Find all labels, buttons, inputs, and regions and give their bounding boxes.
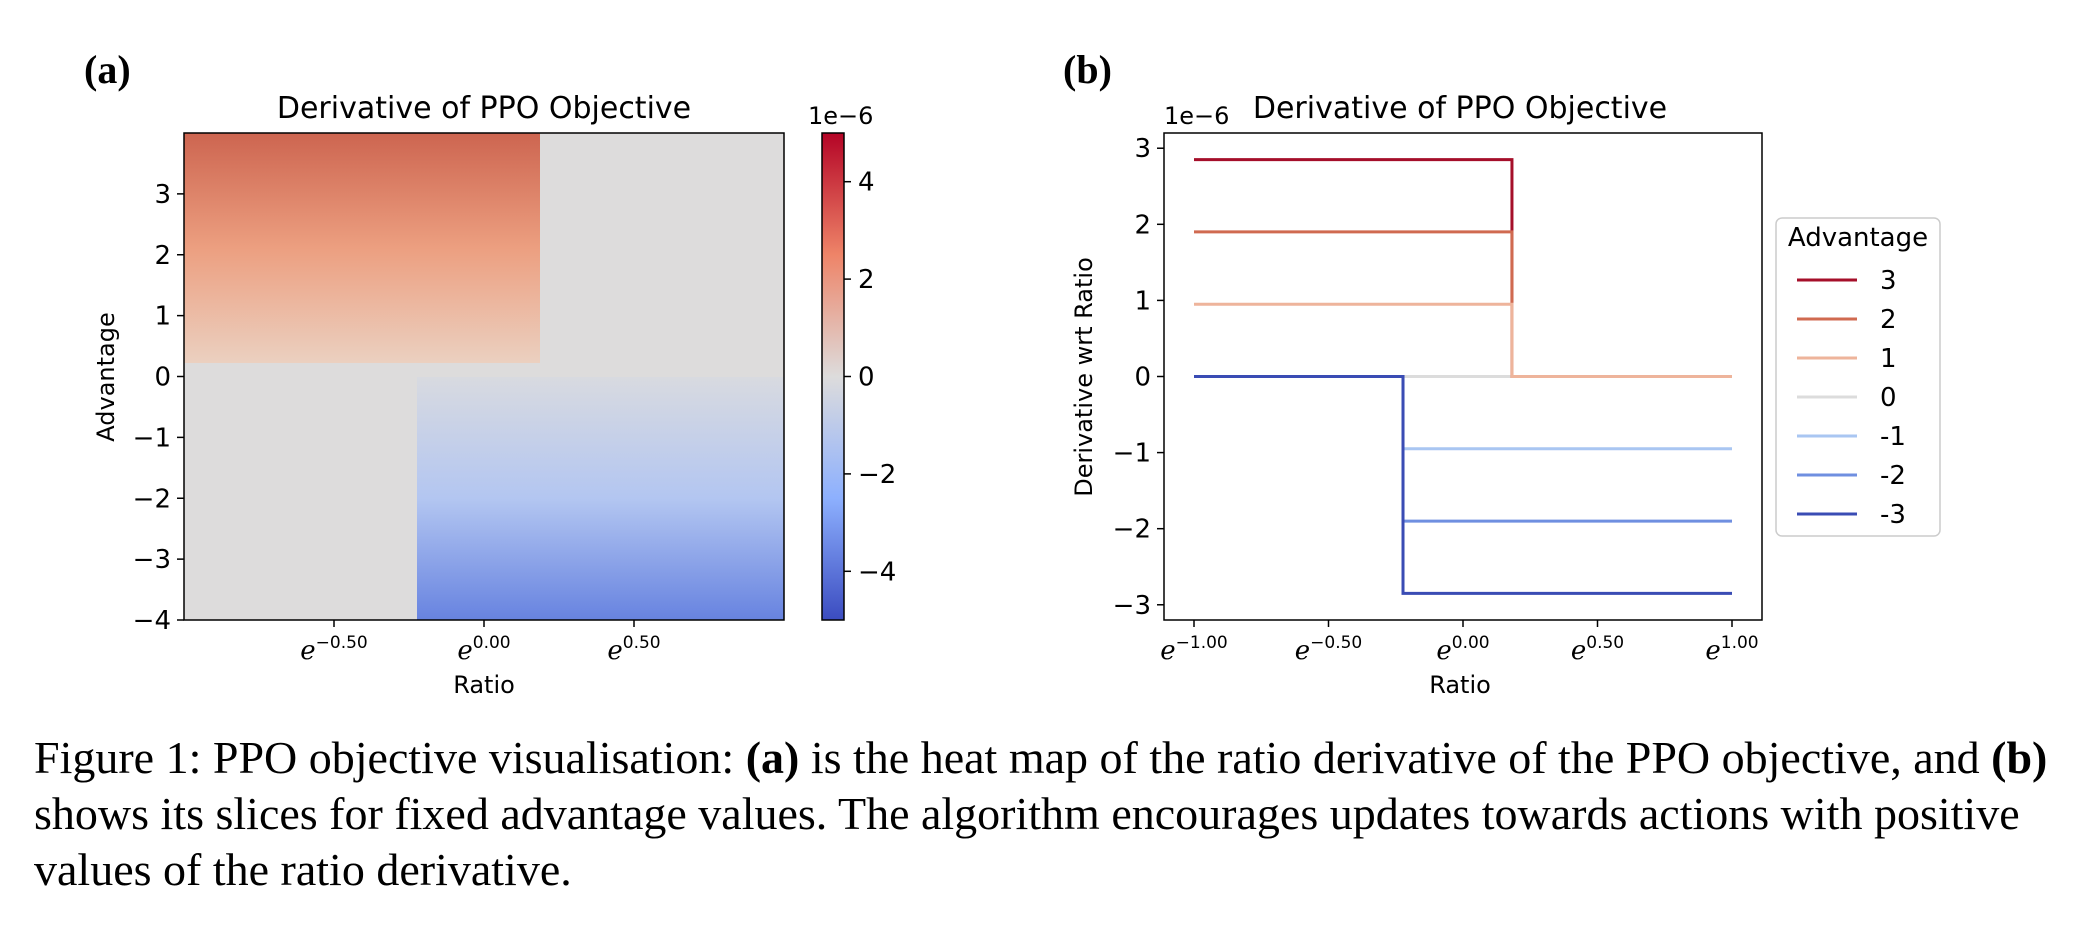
caption-ref-b: (b) [1991, 732, 2048, 783]
heatmap-xlabel: Ratio [453, 671, 515, 699]
heatmap-chart: Derivative of PPO Objective Ratio Advant… [92, 91, 785, 699]
line-chart: Derivative of PPO Objective 1e−6 Ratio D… [1070, 91, 1941, 699]
line-chart-x-tick-label: e0.50 [1571, 633, 1624, 666]
legend-label: 1 [1880, 344, 1897, 374]
heatmap-y-tick-label: 0 [154, 363, 171, 393]
line-chart-y-tick-label: 2 [1134, 210, 1151, 240]
series-line-advantage-3 [1194, 158, 1732, 378]
line-chart-y-tick-label: 3 [1134, 134, 1151, 164]
heatmap-y-tick-label: 2 [154, 241, 171, 271]
legend-label: -2 [1880, 461, 1906, 491]
line-chart-y-tick-label: −1 [1113, 439, 1151, 469]
legend: Advantage 3 2 1 0 -1 -2 -3 [1775, 217, 1941, 537]
heatmap-y-tick-label: 3 [154, 180, 171, 210]
line-chart-title: Derivative of PPO Objective [1253, 91, 1667, 126]
line-chart-offset-label: 1e−6 [1164, 102, 1229, 130]
line-chart-y-tick-label: −3 [1113, 591, 1151, 621]
colorbar-tick-label: 2 [858, 265, 875, 295]
colorbar-tick-label: −4 [858, 557, 896, 587]
series-line-advantage--1 [1194, 375, 1732, 451]
legend-label: 2 [1880, 305, 1897, 335]
heatmap-title: Derivative of PPO Objective [277, 91, 691, 126]
heatmap-y-tick-label: −3 [133, 545, 171, 575]
legend-entries: 3 2 1 0 -1 -2 -3 [1797, 266, 1906, 530]
heatmap-y-tick-label: −2 [133, 484, 171, 514]
legend-label: 0 [1880, 383, 1897, 413]
line-chart-y-tick-label: −2 [1113, 515, 1151, 545]
legend-box [1775, 217, 1941, 537]
legend-label: 3 [1880, 266, 1897, 296]
heatmap-negative-region [417, 377, 784, 620]
colorbar-gradient [821, 132, 845, 621]
colorbar-offset-label: 1e−6 [808, 102, 873, 130]
colorbar: 1e−6 4 2 0 −2 −4 [808, 102, 896, 621]
line-chart-y-tick-label: 1 [1134, 286, 1151, 316]
heatmap-x-tick-label: e0.50 [607, 633, 660, 666]
caption-ref-a: (a) [745, 732, 800, 783]
legend-label: -1 [1880, 422, 1906, 452]
line-chart-ylabel: Derivative wrt Ratio [1070, 257, 1098, 497]
figure-caption: Figure 1: PPO objective visualisation: (… [34, 730, 2074, 898]
heatmap-ylabel: Advantage [92, 312, 120, 441]
caption-prefix: Figure 1: PPO objective visualisation: [34, 732, 746, 783]
series-line-advantage--3 [1194, 375, 1732, 595]
heatmap-x-tick-label: e0.00 [457, 633, 510, 666]
panel-b-label: (b) [1063, 47, 1112, 92]
line-chart-x-tick-label: e1.00 [1705, 633, 1758, 666]
series-line-advantage-1 [1194, 302, 1732, 378]
legend-title: Advantage [1788, 223, 1928, 253]
line-chart-xlabel: Ratio [1429, 671, 1491, 699]
figure: Derivative of PPO Objective Ratio Advant… [92, 91, 1941, 699]
colorbar-tick-label: 4 [858, 168, 875, 198]
panel-a-label: (a) [84, 47, 131, 92]
heatmap-x-tick-label: e−0.50 [300, 633, 368, 666]
caption-middle: is the heat map of the ratio derivative … [799, 732, 1992, 783]
line-chart-y-tick-label: 0 [1134, 363, 1151, 393]
heatmap-y-tick-label: −1 [133, 423, 171, 453]
heatmap-y-tick-label: −4 [133, 606, 171, 636]
legend-label: -3 [1880, 500, 1906, 530]
line-chart-x-tick-label: e−0.50 [1295, 633, 1363, 666]
colorbar-tick-label: 0 [858, 363, 875, 393]
line-chart-x-tick-label: e−1.00 [1160, 633, 1228, 666]
heatmap-y-tick-label: 1 [154, 302, 171, 332]
caption-suffix: shows its slices for fixed advantage val… [34, 788, 2020, 895]
colorbar-tick-label: −2 [858, 460, 896, 490]
line-chart-x-tick-label: e0.00 [1436, 633, 1489, 666]
heatmap-positive-region [184, 133, 540, 363]
